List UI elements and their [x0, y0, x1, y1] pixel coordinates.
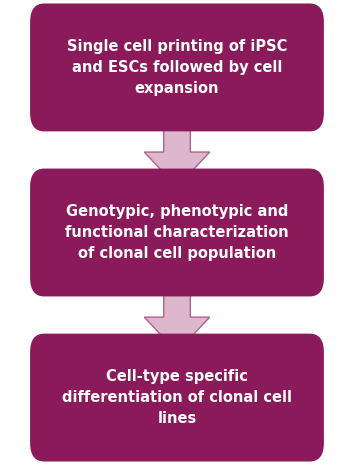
Text: Single cell printing of iPSC
and ESCs followed by cell
expansion: Single cell printing of iPSC and ESCs fo…	[67, 39, 287, 96]
Text: Cell-type specific
differentiation of clonal cell
lines: Cell-type specific differentiation of cl…	[62, 369, 292, 426]
FancyBboxPatch shape	[30, 4, 324, 132]
Text: Genotypic, phenotypic and
functional characterization
of clonal cell population: Genotypic, phenotypic and functional cha…	[65, 204, 289, 261]
FancyBboxPatch shape	[30, 334, 324, 461]
Polygon shape	[144, 113, 210, 187]
Polygon shape	[144, 278, 210, 352]
FancyBboxPatch shape	[30, 169, 324, 297]
